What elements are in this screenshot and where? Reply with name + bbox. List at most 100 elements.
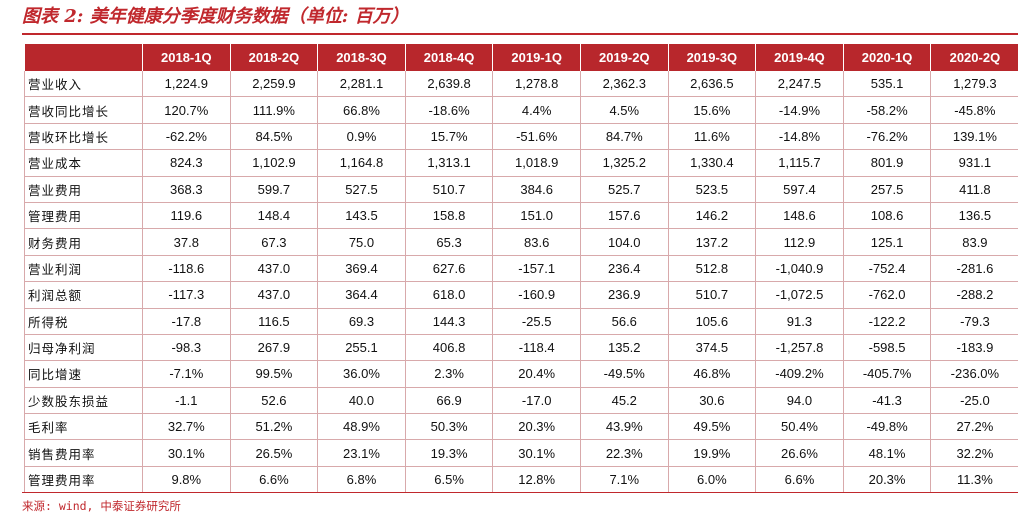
table-row: 营业收入 1,224.9 2,259.9 2,281.1 2,639.8 1,278.8 2… [24, 71, 1019, 98]
table-cell: 6.0% [667, 466, 756, 494]
table-cell: 4.4% [492, 96, 581, 124]
table-cell: 510.7 [667, 281, 756, 309]
table-cell: 108.6 [842, 202, 931, 230]
table-cell: 364.4 [317, 281, 406, 309]
table-cell: 146.2 [667, 202, 756, 230]
table-row: 营收同比增长 120.7% 111.9% 66.8% -18.6% 4.4% 4.5% 15.… [24, 96, 1019, 124]
table-cell: 136.5 [930, 202, 1019, 230]
column-header: 2019-2Q [579, 44, 669, 71]
table-cell: -183.9 [930, 334, 1019, 362]
table-cell: 2,259.9 [229, 71, 318, 98]
header-corner-cell [24, 44, 143, 71]
row-label: 销售费用率 [24, 439, 143, 467]
table-cell: 15.6% [667, 96, 756, 124]
table-cell: 148.4 [229, 202, 318, 230]
table-row: 营收环比增长 -62.2% 84.5% 0.9% 15.7% -51.6% 84.7% 11.… [24, 123, 1019, 151]
table-cell: 50.4% [755, 413, 844, 441]
table-cell: 125.1 [842, 228, 931, 256]
table-cell: 120.7% [142, 96, 231, 124]
row-label: 营业收入 [24, 71, 143, 98]
table-cell: 83.6 [492, 228, 581, 256]
table-cell: 36.0% [317, 360, 406, 388]
table-cell: -41.3 [842, 387, 931, 415]
table-cell: 43.9% [579, 413, 669, 441]
row-label: 营收同比增长 [24, 96, 143, 124]
table-cell: 135.2 [579, 334, 669, 362]
table-cell: -1,040.9 [755, 255, 844, 283]
table-cell: 48.1% [842, 439, 931, 467]
table-cell: 49.5% [667, 413, 756, 441]
table-cell: 20.3% [492, 413, 581, 441]
table-cell: 11.6% [667, 123, 756, 151]
table-cell: 255.1 [317, 334, 406, 362]
table-row: 利润总额 -117.3 437.0 364.4 618.0 -160.9 236.9 510.… [24, 281, 1019, 309]
table-cell: 597.4 [755, 176, 844, 203]
row-label: 归母净利润 [24, 334, 143, 362]
table-row: 财务费用 37.8 67.3 75.0 65.3 83.6 104.0 137.2 112.9 1… [24, 228, 1019, 256]
table-cell: -51.6% [492, 123, 581, 151]
table-cell: 84.7% [579, 123, 669, 151]
table-cell: -49.8% [842, 413, 931, 441]
table-cell: 801.9 [842, 149, 931, 177]
table-cell: 257.5 [842, 176, 931, 203]
table-cell: 137.2 [667, 228, 756, 256]
table-cell: -25.5 [492, 308, 581, 335]
column-header: 2019-4Q [755, 44, 844, 71]
table-cell: 50.3% [404, 413, 493, 441]
table-cell: 12.8% [492, 466, 581, 494]
table-cell: 158.8 [404, 202, 493, 230]
table-cell: 32.7% [142, 413, 231, 441]
table-cell: 2,281.1 [317, 71, 406, 98]
table-cell: -1.1 [142, 387, 231, 415]
row-label: 管理费用率 [24, 466, 143, 494]
table-row: 销售费用率 30.1% 26.5% 23.1% 19.3% 30.1% 22.3% 19.9%… [24, 439, 1019, 467]
table-cell: 369.4 [317, 255, 406, 283]
table-cell: -14.9% [755, 96, 844, 124]
table-cell: -45.8% [930, 96, 1019, 124]
row-label: 同比增速 [24, 360, 143, 388]
row-label: 所得税 [24, 308, 143, 335]
table-cell: 535.1 [842, 71, 931, 98]
table-cell: 30.1% [142, 439, 231, 467]
table-cell: -236.0% [930, 360, 1019, 388]
table-cell: 931.1 [930, 149, 1019, 177]
table-cell: -49.5% [579, 360, 669, 388]
source-note: 来源: wind, 中泰证券研究所 [22, 499, 181, 513]
table-cell: 19.9% [667, 439, 756, 467]
table-cell: -288.2 [930, 281, 1019, 309]
table-cell: 52.6 [229, 387, 318, 415]
table-cell: -118.4 [492, 334, 581, 362]
row-label: 营业利润 [24, 255, 143, 283]
table-cell: 148.6 [755, 202, 844, 230]
table-cell: 69.3 [317, 308, 406, 335]
table-cell: 91.3 [755, 308, 844, 335]
table-cell: 510.7 [404, 176, 493, 203]
footer-divider [22, 492, 1018, 493]
table-body: 营业收入 1,224.9 2,259.9 2,281.1 2,639.8 1,278.8 2… [24, 71, 1019, 494]
table-cell: 6.6% [229, 466, 318, 494]
row-label: 利润总额 [24, 281, 143, 309]
table-cell: -98.3 [142, 334, 231, 362]
table-cell: -1,072.5 [755, 281, 844, 309]
financial-table: 2018-1Q 2018-2Q 2018-3Q 2018-4Q 2019-1Q 2019-… [24, 44, 1019, 494]
table-cell: -117.3 [142, 281, 231, 309]
table-row: 营业利润 -118.6 437.0 369.4 627.6 -157.1 236.4 512.… [24, 255, 1019, 283]
table-cell: 437.0 [229, 255, 318, 283]
row-label: 营业成本 [24, 149, 143, 177]
table-cell: 45.2 [579, 387, 669, 415]
column-header: 2020-2Q [930, 44, 1019, 71]
table-cell: 11.3% [930, 466, 1019, 494]
table-cell: 599.7 [229, 176, 318, 203]
table-cell: 27.2% [930, 413, 1019, 441]
table-row: 同比增速 -7.1% 99.5% 36.0% 2.3% 20.4% -49.5% 46.8% -… [24, 360, 1019, 388]
table-cell: 26.5% [229, 439, 318, 467]
table-cell: -122.2 [842, 308, 931, 335]
column-header: 2018-2Q [229, 44, 318, 71]
table-cell: 9.8% [142, 466, 231, 494]
table-cell: 6.8% [317, 466, 406, 494]
table-cell: -157.1 [492, 255, 581, 283]
table-cell: 1,164.8 [317, 149, 406, 177]
table-cell: -79.3 [930, 308, 1019, 335]
table-cell: 2,636.5 [667, 71, 756, 98]
table-cell: 1,278.8 [492, 71, 581, 98]
